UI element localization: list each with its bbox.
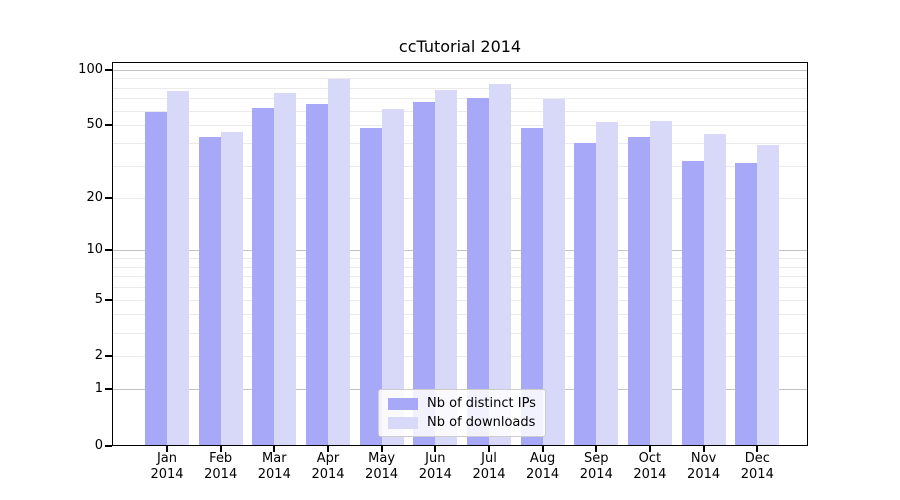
x-tick-mark-oct: [648, 446, 651, 452]
y-tick-mark-0: [105, 444, 112, 447]
x-tick-mark-aug: [541, 446, 544, 452]
bar-sep-distinct-ips: [574, 142, 597, 445]
gridline-minor-80: [113, 87, 807, 89]
legend-label-distinct-ips: Nb of distinct IPs: [427, 396, 536, 411]
y-tick-label-100: 100: [78, 61, 103, 77]
x-tick-mark-jun: [434, 446, 437, 452]
bar-jan-distinct-ips: [145, 111, 167, 445]
y-tick-label-50: 50: [86, 117, 103, 133]
x-tick-label-aug: Aug 2014: [526, 451, 560, 482]
legend-swatch-distinct-ips: [388, 397, 418, 410]
legend: Nb of distinct IPs Nb of downloads: [378, 389, 546, 437]
bar-jul-distinct-ips: [467, 98, 489, 445]
bar-dec-downloads: [757, 145, 780, 445]
x-tick-label-feb: Feb 2014: [204, 451, 238, 482]
legend-item-downloads: Nb of downloads: [388, 415, 536, 430]
bar-dec-distinct-ips: [735, 163, 758, 445]
gridline-minor-90: [113, 78, 807, 79]
plot-area: [112, 62, 808, 446]
x-tick-label-mar: Mar 2014: [257, 451, 291, 482]
x-tick-mark-sep: [595, 446, 598, 452]
bar-feb-distinct-ips: [198, 137, 221, 445]
bar-jul-downloads: [489, 83, 511, 445]
bar-aug-distinct-ips: [520, 128, 543, 445]
x-tick-mark-dec: [756, 446, 759, 452]
gridline-minor-20: [113, 197, 807, 199]
y-tick-label-20: 20: [86, 189, 103, 205]
x-tick-mark-may: [380, 446, 383, 452]
y-tick-label-10: 10: [86, 242, 103, 258]
y-tick-label-0: 0: [94, 437, 103, 453]
bar-oct-downloads: [649, 120, 672, 445]
bar-jan-downloads: [167, 90, 189, 445]
x-tick-label-apr: Apr 2014: [311, 451, 345, 482]
legend-item-distinct-ips: Nb of distinct IPs: [388, 396, 536, 411]
y-tick-label-1: 1: [94, 381, 103, 396]
gridline-minor-7: [113, 276, 807, 278]
y-tick-mark-50: [105, 124, 112, 127]
bar-aug-downloads: [542, 99, 565, 445]
bar-sep-downloads: [596, 122, 619, 445]
x-tick-mark-mar: [273, 446, 276, 452]
x-tick-mark-feb: [219, 446, 222, 452]
gridline-minor-3: [113, 332, 807, 334]
gridline-minor-6: [113, 287, 807, 288]
bar-apr-distinct-ips: [306, 104, 328, 445]
bar-oct-distinct-ips: [627, 137, 650, 445]
gridline-minor-50: [113, 125, 807, 127]
x-tick-mark-apr: [327, 446, 329, 452]
gridline-major-10: [113, 250, 807, 252]
bar-apr-downloads: [328, 78, 350, 445]
gridline-minor-2: [113, 356, 807, 357]
bar-jun-distinct-ips: [413, 101, 436, 445]
bar-mar-distinct-ips: [252, 107, 275, 445]
y-tick-mark-10: [105, 249, 112, 252]
y-tick-mark-1: [105, 388, 112, 390]
gridline-minor-70: [113, 98, 807, 100]
x-tick-label-dec: Dec 2014: [740, 451, 774, 482]
gridline-major-100: [113, 69, 807, 71]
x-tick-label-sep: Sep 2014: [579, 451, 613, 482]
bar-feb-downloads: [220, 131, 243, 445]
gridline-minor-9: [113, 257, 807, 259]
x-tick-label-jun: Jun 2014: [418, 451, 452, 482]
bar-nov-downloads: [703, 133, 726, 445]
x-tick-label-jan: Jan 2014: [150, 451, 184, 482]
gridline-minor-40: [113, 142, 807, 144]
x-tick-mark-nov: [702, 446, 705, 452]
x-tick-label-nov: Nov 2014: [687, 451, 721, 482]
x-tick-mark-jan: [166, 446, 168, 452]
y-tick-mark-2: [105, 355, 112, 357]
gridline-minor-30: [113, 165, 807, 167]
bar-nov-distinct-ips: [681, 160, 704, 445]
gridline-minor-4: [113, 314, 807, 316]
y-tick-mark-5: [105, 298, 112, 301]
gridline-minor-60: [113, 110, 807, 112]
x-tick-label-oct: Oct 2014: [633, 451, 667, 482]
x-tick-label-jul: Jul 2014: [472, 451, 506, 482]
x-tick-label-may: May 2014: [365, 451, 399, 482]
y-tick-label-5: 5: [94, 291, 103, 307]
x-tick-mark-jul: [488, 446, 490, 452]
gridline-minor-5: [113, 299, 807, 301]
bar-may-distinct-ips: [359, 128, 382, 445]
bar-may-downloads: [381, 109, 404, 445]
legend-label-downloads: Nb of downloads: [427, 415, 536, 430]
bar-mar-downloads: [274, 92, 297, 445]
legend-swatch-downloads: [388, 416, 418, 429]
y-tick-mark-100: [105, 68, 112, 71]
chart-title: ccTutorial 2014: [398, 37, 522, 56]
gridline-minor-8: [113, 266, 807, 268]
bar-jun-downloads: [435, 89, 458, 445]
y-tick-mark-20: [105, 196, 112, 199]
y-tick-label-2: 2: [94, 348, 103, 363]
